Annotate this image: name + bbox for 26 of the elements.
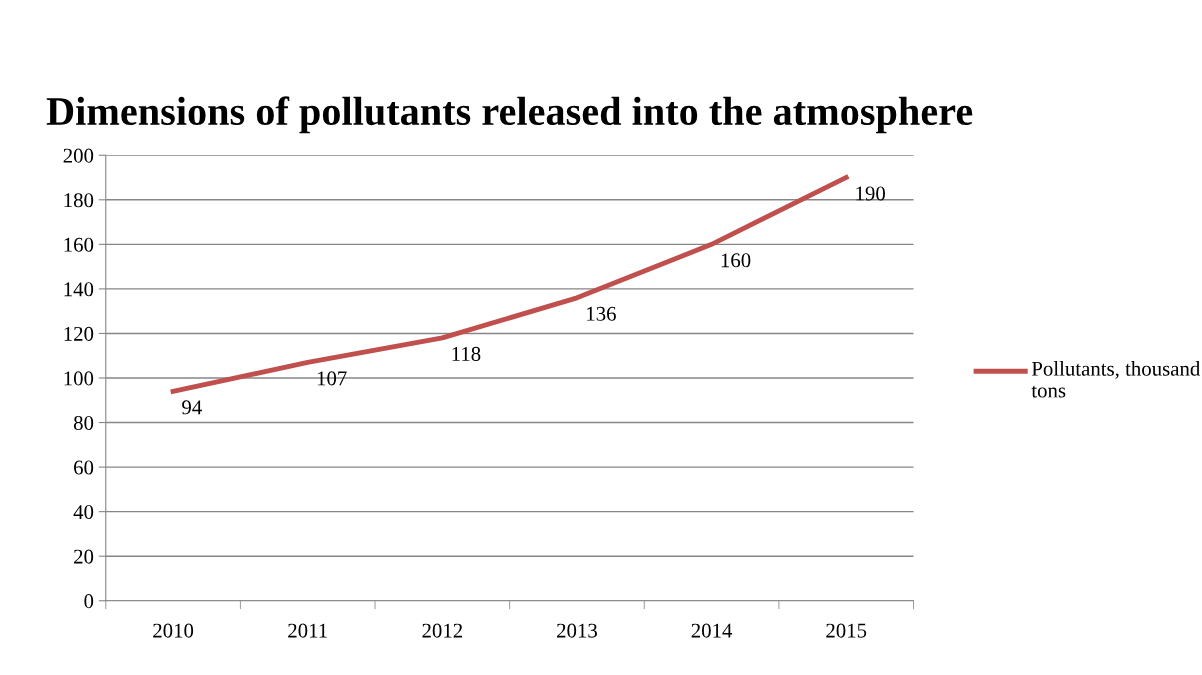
data-label: 136	[587, 306, 616, 321]
y-tick-label: 140	[64, 282, 94, 297]
y-tick-label: 60	[74, 460, 94, 475]
x-tick-label: 2010	[153, 623, 194, 638]
y-tick-label: 120	[64, 326, 94, 341]
y-tick-label: 160	[64, 237, 94, 252]
x-tick-label: 2012	[422, 623, 463, 638]
x-tick-label: 2011	[288, 623, 327, 638]
y-tick-label: 200	[63, 148, 94, 163]
x-tick-label: 2015	[826, 623, 867, 638]
x-tick-label: 2014	[691, 623, 733, 638]
chart-title: Dimensions of pollutants released into the atmosphere	[46, 96, 973, 134]
line-series	[170, 175, 849, 394]
x-tick-label: 2013	[557, 623, 597, 638]
data-label: 107	[317, 371, 347, 386]
y-tick-label: 80	[73, 415, 94, 430]
y-tick-label: 20	[74, 549, 94, 564]
y-tick-label: 0	[84, 594, 94, 609]
data-label: 118	[452, 346, 481, 361]
y-tick-label: 180	[64, 193, 94, 208]
legend-label: Pollutants, thousand tons	[1031, 361, 1201, 398]
y-tick-label: 40	[73, 505, 94, 520]
data-label: 190	[856, 186, 885, 201]
data-label: 94	[182, 400, 202, 415]
data-label: 160	[721, 253, 751, 268]
y-tick-label: 100	[64, 371, 94, 386]
